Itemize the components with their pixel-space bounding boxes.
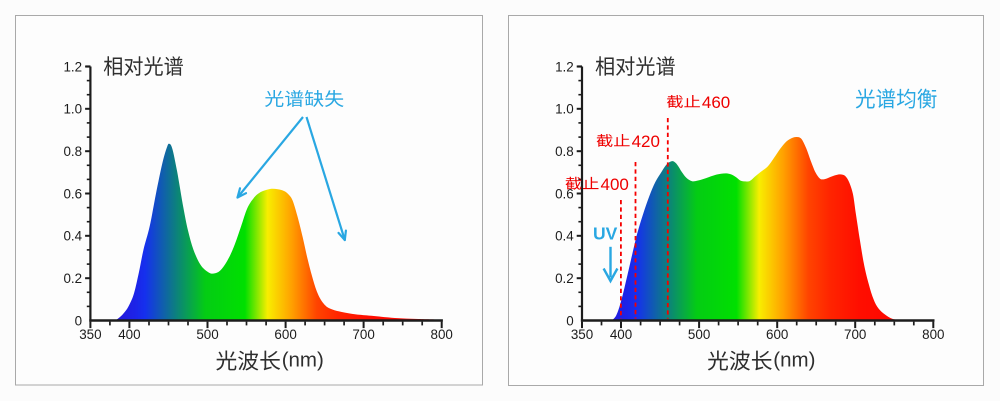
svg-text:420: 420 (632, 132, 660, 151)
svg-text:700: 700 (352, 327, 374, 342)
svg-text:600: 600 (274, 327, 296, 342)
svg-text:0.2: 0.2 (555, 271, 574, 286)
svg-text:0.6: 0.6 (63, 186, 82, 201)
svg-text:0.8: 0.8 (555, 144, 574, 159)
svg-text:460: 460 (702, 93, 730, 112)
svg-text:0: 0 (75, 313, 82, 328)
svg-text:0.6: 0.6 (555, 186, 574, 201)
svg-text:UV: UV (593, 223, 618, 243)
svg-text:800: 800 (922, 327, 944, 342)
svg-text:400: 400 (610, 327, 632, 342)
svg-text:350: 350 (79, 327, 101, 342)
svg-text:400: 400 (118, 327, 140, 342)
svg-text:0: 0 (566, 313, 573, 328)
svg-text:(nm): (nm) (282, 349, 324, 372)
svg-text:1.2: 1.2 (63, 59, 82, 74)
svg-text:1.0: 1.0 (63, 102, 82, 117)
svg-text:1.0: 1.0 (555, 102, 574, 117)
svg-text:(nm): (nm) (773, 349, 815, 372)
svg-text:800: 800 (431, 327, 453, 342)
svg-text:600: 600 (766, 327, 788, 342)
svg-text:400: 400 (601, 175, 629, 194)
svg-text:0.8: 0.8 (63, 144, 82, 159)
svg-text:0.4: 0.4 (63, 229, 82, 244)
svg-text:500: 500 (196, 327, 218, 342)
svg-text:350: 350 (571, 327, 593, 342)
svg-text:700: 700 (844, 327, 866, 342)
svg-text:0.4: 0.4 (555, 229, 574, 244)
svg-text:500: 500 (688, 327, 710, 342)
svg-text:1.2: 1.2 (555, 59, 574, 74)
svg-text:0.2: 0.2 (63, 271, 82, 286)
